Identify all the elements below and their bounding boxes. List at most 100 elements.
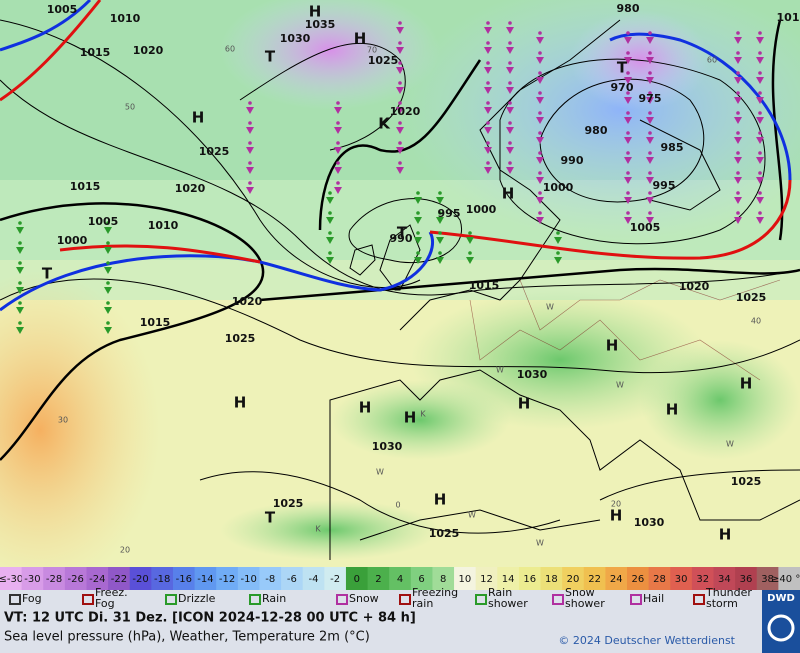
weather-icon (468, 251, 472, 255)
colorbar-label: -26 (68, 574, 84, 585)
weather-icon (18, 261, 22, 265)
weather-icon (248, 121, 252, 125)
colorbar-cell (627, 567, 650, 590)
pressure-label: 975 (639, 92, 662, 105)
colorbar-label: 16 (523, 574, 536, 585)
weather-icon (536, 217, 544, 224)
colorbar-label: -8 (265, 574, 275, 585)
legend-icon (630, 594, 642, 605)
pressure-center: T (265, 509, 276, 527)
weather-icon (758, 131, 762, 135)
weather-letter: W (376, 468, 384, 477)
weather-icon (556, 251, 560, 255)
colorbar-cell (64, 567, 87, 590)
colorbar-cell (497, 567, 520, 590)
pressure-label: 1015 (469, 279, 500, 292)
colorbar-cell (454, 567, 477, 590)
colorbar-cell (281, 567, 304, 590)
weather-icon (756, 117, 764, 124)
weather-icon (646, 157, 654, 164)
weather-letter: K (420, 410, 426, 419)
weather-icon (246, 187, 254, 194)
pressure-label: 1025 (736, 291, 767, 304)
weather-icon (486, 61, 490, 65)
pressure-label: 1020 (679, 280, 710, 293)
legend-label: Rain (262, 592, 286, 605)
pressure-center: H (434, 491, 447, 509)
weather-icon (334, 187, 342, 194)
weather-icon (106, 321, 110, 325)
weather-icon (398, 21, 402, 25)
pressure-center: H (518, 395, 531, 413)
pressure-label: 980 (617, 2, 640, 15)
weather-icon (506, 87, 514, 94)
weather-icon (414, 217, 422, 224)
temperature-label: 50 (125, 103, 135, 112)
legend-label: Drizzle (178, 592, 216, 605)
weather-icon (624, 137, 632, 144)
legend-icon (165, 594, 177, 605)
weather-icon (486, 81, 490, 85)
weather-symbols (16, 21, 764, 334)
colorbar-cell (302, 567, 325, 590)
weather-icon (106, 261, 110, 265)
pressure-label: 995 (653, 179, 676, 192)
weather-icon (624, 77, 632, 84)
weather-icon (104, 327, 112, 334)
colorbar-label: 14 (502, 574, 515, 585)
legend-icon (552, 594, 564, 605)
colorbar-cell (410, 567, 433, 590)
weather-icon (396, 127, 404, 134)
colorbar-label: 20 (567, 574, 580, 585)
colorbar-label: 2 (375, 574, 381, 585)
weather-icon (538, 111, 542, 115)
pressure-label: 1010 (110, 12, 141, 25)
weather-icon (436, 257, 444, 264)
legend-icon (475, 594, 487, 605)
weather-icon (334, 127, 342, 134)
weather-icon (326, 197, 334, 204)
colorbar-cell (518, 567, 542, 590)
pressure-label: 1030 (634, 516, 665, 529)
weather-icon (734, 117, 742, 124)
weather-icon (756, 157, 764, 164)
weather-icon (416, 211, 420, 215)
colorbar-cell (21, 567, 44, 590)
weather-icon (18, 241, 22, 245)
pressure-center: H (404, 409, 417, 427)
weather-icon (536, 97, 544, 104)
pressure-label: 1020 (232, 295, 263, 308)
colorbar-cell (432, 567, 455, 590)
weather-icon (398, 81, 402, 85)
weather-icon (104, 287, 112, 294)
weather-icon (398, 161, 402, 165)
pressure-center: H (740, 375, 753, 393)
colorbar-label: 34 (718, 574, 731, 585)
colorbar-label: 6 (418, 574, 424, 585)
legend-label: storm (706, 597, 738, 610)
weather-icon (18, 281, 22, 285)
weather-icon (508, 21, 512, 25)
pressure-label: 1000 (57, 234, 88, 247)
weather-icon (104, 307, 112, 314)
colorbar-cell (172, 567, 196, 590)
temperature-label: 0 (395, 501, 400, 510)
weather-icon (436, 217, 444, 224)
weather-icon (328, 211, 332, 215)
colorbar-label: -22 (111, 574, 127, 585)
weather-icon (646, 177, 654, 184)
weather-icon (416, 191, 420, 195)
weather-icon (468, 231, 472, 235)
colorbar-label: 18 (545, 574, 558, 585)
colorbar-label: -28 (46, 574, 62, 585)
colorbar-label: 36 (740, 574, 753, 585)
pressure-center: H (354, 30, 367, 48)
colorbar-label: -10 (240, 574, 256, 585)
weather-icon (624, 177, 632, 184)
weather-icon (626, 171, 630, 175)
colorbar-cell (778, 567, 800, 590)
weather-icon (756, 137, 764, 144)
weather-icon (396, 107, 404, 114)
